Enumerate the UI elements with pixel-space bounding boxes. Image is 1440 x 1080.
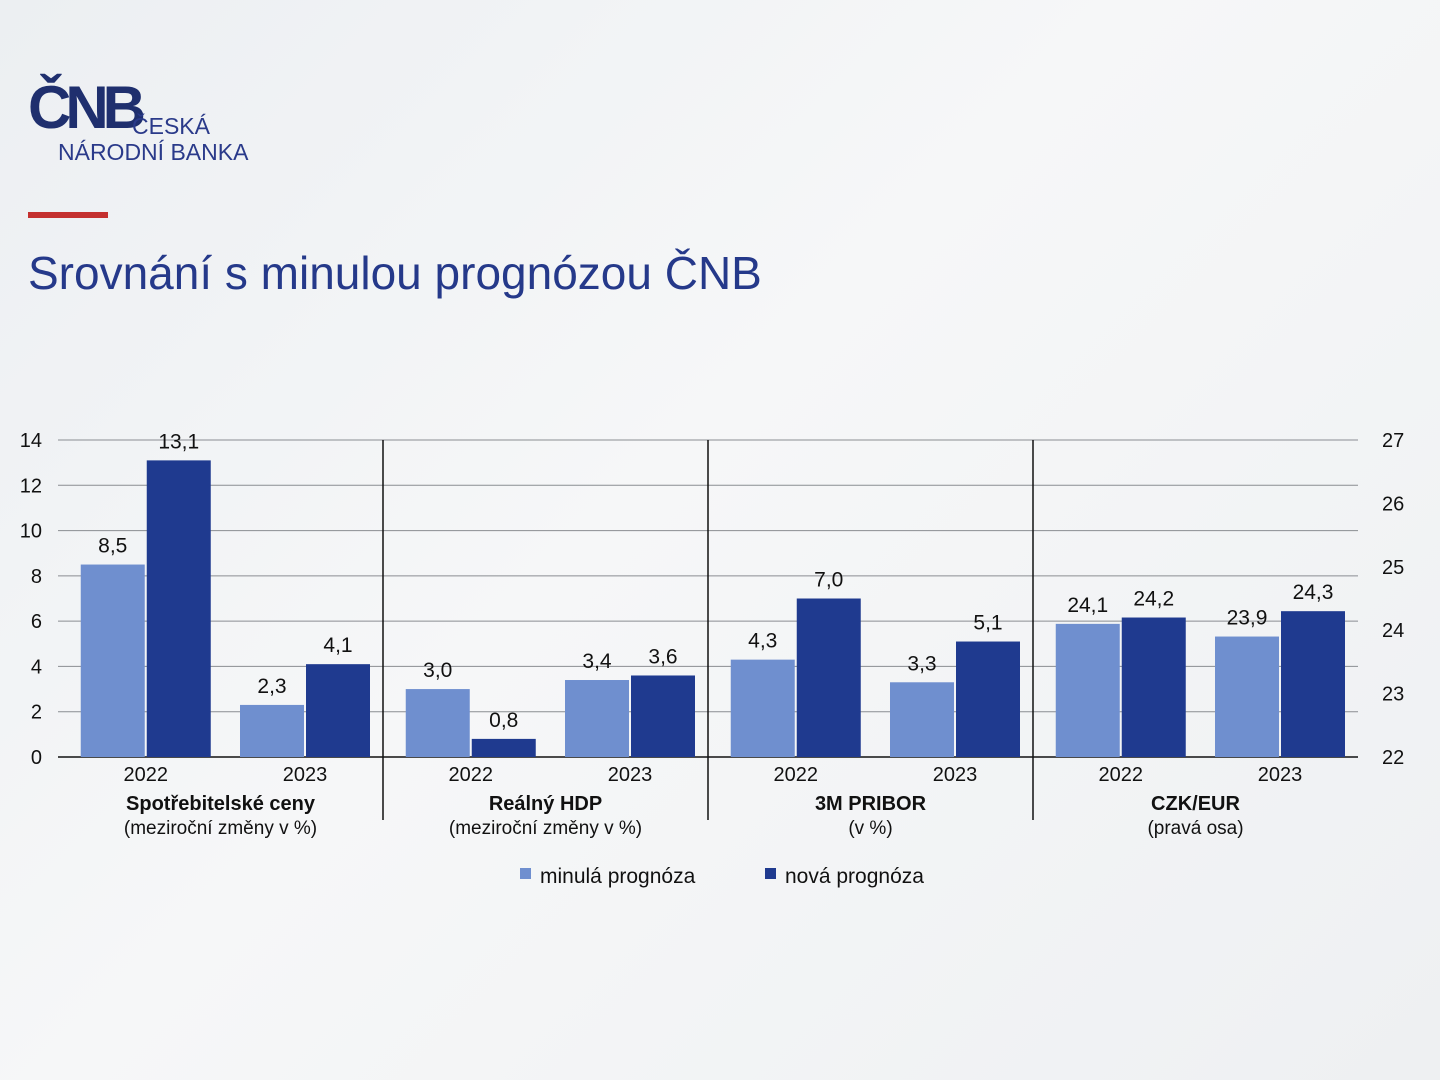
data-label-previous: 3,4 [582,650,612,673]
data-label-previous: 2,3 [257,675,286,698]
bar-previous-forecast [1215,636,1279,757]
x-axis-year-label: 2022 [774,764,819,786]
data-label-previous: 24,1 [1067,594,1108,617]
left-axis-tick-label: 12 [20,475,42,497]
right-axis-tick-label: 24 [1382,620,1404,642]
left-axis-tick-label: 8 [31,566,42,588]
bar-previous-forecast [80,564,145,757]
left-axis-tick-label: 2 [31,702,42,724]
bar-new-forecast [471,738,536,757]
left-axis-tick-label: 0 [31,747,42,769]
data-label-new: 24,2 [1133,588,1174,611]
bar-previous-forecast [405,689,470,757]
x-axis-year-label: 2022 [1099,764,1144,786]
bar-new-forecast [1281,611,1345,757]
right-axis-tick-label: 27 [1382,430,1404,452]
legend-label: nová prognóza [785,865,924,888]
panel-title: Spotřebitelské ceny [126,793,316,815]
panel-title: Reálný HDP [489,793,602,815]
bar-new-forecast [956,641,1020,757]
panel-title: CZK/EUR [1151,793,1240,815]
legend-swatch [520,868,531,879]
slide-title: Srovnání s minulou prognózou ČNB [28,247,762,299]
data-label-previous: 3,0 [423,659,452,682]
panel-subtitle: (v %) [848,818,892,839]
right-axis-tick-label: 25 [1382,557,1404,579]
logo-text-line1: ČESKÁ [132,113,210,139]
panel-subtitle: (meziroční změny v %) [449,818,642,839]
left-axis-tick-label: 4 [31,656,42,678]
bar-previous-forecast [730,659,795,757]
bar-previous-forecast [1055,623,1120,757]
panel-title: 3M PRIBOR [815,793,927,815]
title-accent-rule [28,212,108,218]
data-label-new: 3,6 [648,645,677,668]
left-axis-tick-label: 10 [20,521,42,543]
bar-new-forecast [631,675,695,757]
data-label-new: 7,0 [814,569,843,592]
data-label-previous: 8,5 [98,535,127,558]
data-label-previous: 4,3 [748,630,777,653]
x-axis-year-label: 2022 [449,764,494,786]
bar-previous-forecast [240,704,304,757]
right-axis-tick-label: 22 [1382,747,1404,769]
logo-mark: ČNB [28,74,146,141]
legend-swatch [765,868,776,879]
bar-new-forecast [1121,617,1186,757]
x-axis-year-label: 2023 [933,764,978,786]
panel-subtitle: (pravá osa) [1147,818,1243,839]
right-axis-tick-label: 26 [1382,493,1404,515]
right-axis-tick-label: 23 [1382,684,1404,706]
left-axis-tick-label: 6 [31,611,42,633]
data-label-new: 4,1 [323,634,352,657]
bar-previous-forecast [890,682,954,757]
logo-text-line2: NÁRODNÍ BANKA [58,139,249,165]
data-label-new: 5,1 [973,612,1002,635]
legend-label: minulá prognóza [540,865,696,888]
x-axis-year-label: 2023 [283,764,328,786]
x-axis-year-label: 2023 [1258,764,1303,786]
bar-new-forecast [146,460,211,757]
data-label-previous: 3,3 [907,652,936,675]
data-label-new: 24,3 [1293,581,1334,604]
bar-new-forecast [796,598,861,757]
data-label-previous: 23,9 [1227,607,1268,630]
left-axis-tick-label: 14 [20,430,42,452]
data-label-new: 0,8 [489,709,518,732]
bar-previous-forecast [565,680,629,757]
x-axis-year-label: 2023 [608,764,653,786]
panel-subtitle: (meziroční změny v %) [124,818,317,839]
x-axis-year-label: 2022 [124,764,169,786]
data-label-new: 13,1 [158,430,199,453]
bar-new-forecast [306,664,370,757]
